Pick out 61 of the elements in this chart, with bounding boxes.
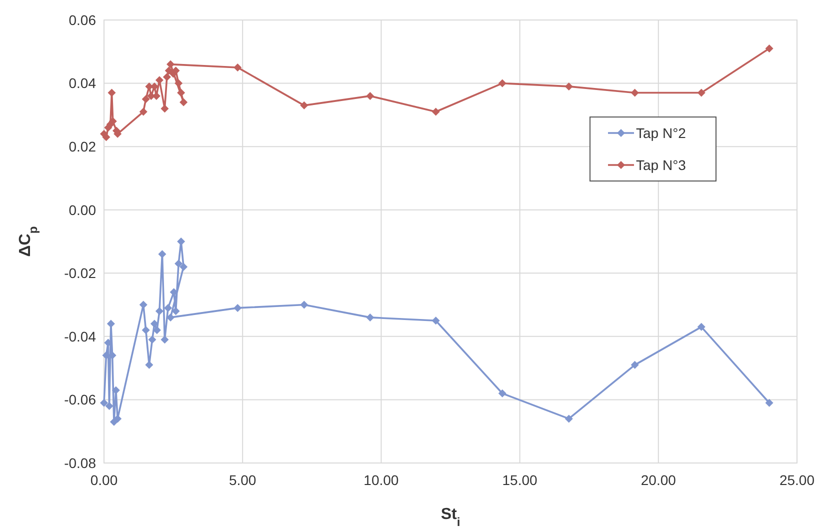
- y-tick-label: 0.04: [68, 75, 96, 92]
- point: [166, 313, 175, 322]
- point: [234, 304, 242, 312]
- point: [234, 63, 242, 72]
- point: [160, 104, 169, 113]
- y-tick-label: 0.00: [68, 202, 96, 218]
- y-tick-label: -0.04: [64, 328, 96, 344]
- point: [498, 79, 506, 88]
- point: [630, 360, 639, 369]
- y-tick-label: -0.02: [64, 265, 96, 282]
- point: [432, 108, 440, 116]
- point: [112, 386, 120, 394]
- x-axis-title: St$_{i}$: [440, 506, 460, 529]
- x-tick-label: 10.00: [364, 472, 399, 488]
- point: [366, 92, 374, 100]
- point: [158, 250, 166, 258]
- y-tick-label: -0.08: [64, 454, 96, 471]
- legend-label: Tap N°3: [636, 156, 686, 173]
- point: [697, 322, 706, 331]
- legend-label: Tap N°2: [636, 124, 686, 141]
- point: [498, 389, 506, 398]
- point: [765, 398, 774, 407]
- point: [148, 336, 156, 344]
- point: [432, 316, 440, 325]
- point: [105, 402, 114, 410]
- point: [160, 336, 169, 344]
- point: [106, 320, 115, 328]
- point: [177, 238, 186, 246]
- point: [166, 60, 175, 68]
- point: [564, 414, 573, 423]
- point: [300, 101, 308, 110]
- point: [100, 398, 108, 407]
- y-tick-label: 0.02: [68, 138, 96, 154]
- point: [142, 326, 150, 334]
- point: [177, 88, 186, 97]
- point: [155, 307, 164, 316]
- point: [108, 351, 116, 360]
- y-tick-label: -0.06: [64, 392, 96, 408]
- point: [366, 313, 374, 322]
- point: [630, 88, 639, 97]
- point: [697, 88, 706, 97]
- x-tick-label: 15.00: [502, 472, 538, 488]
- point: [180, 98, 188, 106]
- point: [180, 262, 188, 271]
- point: [300, 300, 308, 309]
- x-tick-label: 5.00: [228, 472, 256, 488]
- point: [174, 260, 183, 268]
- x-tick-label: 20.00: [640, 472, 676, 488]
- point: [142, 95, 150, 104]
- point: [765, 44, 774, 52]
- x-tick-label: 0.00: [90, 472, 118, 488]
- point: [139, 108, 148, 116]
- point: [164, 304, 172, 312]
- point: [102, 351, 110, 360]
- y-tick-label: 0.06: [68, 12, 96, 28]
- point: [164, 66, 173, 75]
- point: [108, 88, 116, 97]
- x-tick-label: 25.00: [779, 472, 815, 488]
- point: [564, 82, 573, 90]
- point: [172, 307, 180, 316]
- point: [162, 72, 171, 81]
